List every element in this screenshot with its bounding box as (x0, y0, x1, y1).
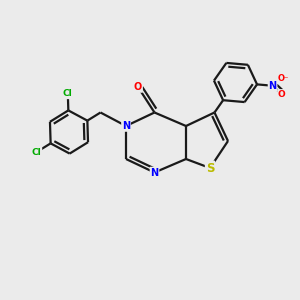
Text: N: N (268, 81, 277, 91)
Text: S: S (206, 161, 214, 175)
Text: O: O (278, 90, 286, 99)
Text: Cl: Cl (63, 89, 73, 98)
Text: O⁻: O⁻ (278, 74, 289, 83)
Text: N: N (122, 121, 130, 131)
Text: N: N (150, 167, 159, 178)
Text: O: O (134, 82, 142, 92)
Text: Cl: Cl (32, 148, 41, 157)
